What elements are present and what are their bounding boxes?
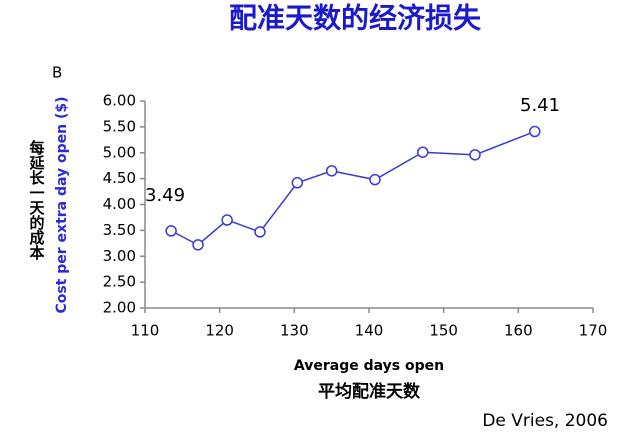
x-tick-label: 160	[504, 322, 533, 340]
y-tick-label: 4.00	[103, 195, 136, 213]
marker	[469, 149, 481, 161]
x-tick-label: 170	[579, 322, 608, 340]
y-tick-label: 5.00	[103, 143, 136, 161]
chart-title: 配准天数的经济损失	[229, 2, 482, 35]
panel-label: B	[52, 64, 62, 82]
y-tick-label: 2.00	[103, 299, 136, 317]
y-tick-label: 5.50	[103, 117, 136, 135]
y-tick-label: 3.50	[103, 221, 136, 239]
x-tick-label: 110	[131, 322, 160, 340]
x-tick-label: 140	[355, 322, 384, 340]
marker	[529, 125, 541, 138]
marker	[192, 239, 204, 251]
marker	[254, 226, 266, 238]
marker	[291, 177, 304, 189]
x-axis-label-cn: 平均配准天数	[318, 381, 421, 402]
x-tick-label: 130	[280, 322, 309, 340]
x-axis-label: Average days open	[294, 358, 444, 374]
annotation: 5.41	[520, 95, 560, 116]
y-axis-label: Cost per extra day open ($)	[54, 96, 70, 313]
y-axis-label-cn: 每延长一天的成本	[28, 139, 46, 261]
marker	[165, 225, 177, 237]
x-tick-label: 120	[205, 322, 234, 340]
y-tick-label: 6.00	[103, 92, 136, 110]
y-tick-label: 2.50	[103, 273, 136, 291]
source: De Vries, 2006	[482, 411, 608, 431]
annotation: 3.49	[145, 185, 185, 206]
marker	[221, 214, 233, 226]
line	[170, 130, 536, 246]
marker	[417, 146, 429, 158]
y-tick-label: 3.00	[103, 247, 136, 265]
y-tick-label: 4.50	[103, 169, 136, 187]
marker	[325, 165, 338, 177]
marker	[369, 173, 381, 186]
x-tick-label: 150	[429, 322, 458, 340]
